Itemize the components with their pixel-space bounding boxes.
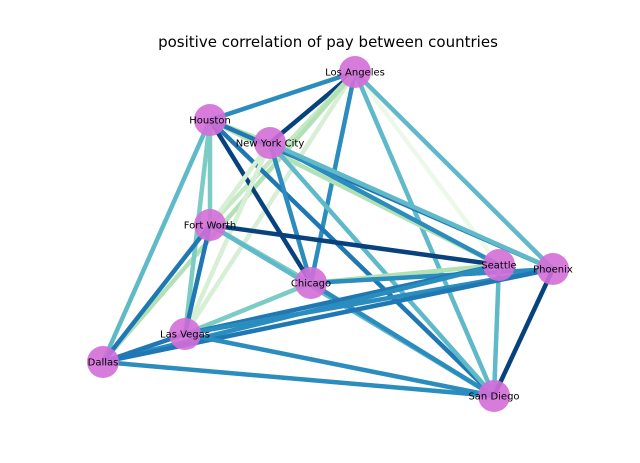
node-sd <box>478 380 510 412</box>
node-label-lv: Las Vegas <box>160 330 210 341</box>
edge-la-dal <box>101 70 357 364</box>
edge-nyc-chi <box>267 142 314 284</box>
node-label-sd: San Diego <box>468 392 519 403</box>
edge-nyc-lv <box>182 142 273 335</box>
node-label-dal: Dallas <box>88 358 119 369</box>
edge-lv-sd <box>184 331 495 399</box>
node-label-hou: Houston <box>189 116 231 127</box>
node-label-chi: Chicago <box>291 279 331 290</box>
node-label-fw: Fort Worth <box>184 221 237 232</box>
edge-phx-sd <box>491 268 556 397</box>
node-label-nyc: New York City <box>236 139 305 150</box>
edge-fw-dal <box>101 223 212 364</box>
node-nyc <box>254 127 286 159</box>
edge-hou-dal <box>100 119 213 363</box>
edge-sea-sd <box>491 264 502 397</box>
edge-nyc-sd <box>268 141 496 398</box>
node-chi <box>295 267 327 299</box>
label-layer: Los Angeles Houston New York City Fort Wort… <box>88 68 573 403</box>
edge-hou-chi <box>208 118 313 285</box>
edge-nyc-sea <box>268 141 501 267</box>
graph-title: positive correlation of pay between coun… <box>158 33 498 51</box>
edge-nyc-fw <box>208 141 272 227</box>
edge-dal-sd <box>102 359 495 399</box>
node-fw <box>194 209 226 241</box>
edge-fw-lv <box>182 224 213 335</box>
edge-la-lv <box>183 70 357 336</box>
node-layer <box>87 56 569 412</box>
node-hou <box>194 104 226 136</box>
node-sea <box>483 249 515 281</box>
node-la <box>339 56 371 88</box>
edge-fw-sea <box>209 222 500 268</box>
node-label-sea: Seattle <box>481 261 516 272</box>
edge-chi-lv <box>184 280 312 337</box>
edge-layer <box>100 69 556 399</box>
edge-nyc-phx <box>269 140 554 272</box>
edge-la-hou <box>209 69 356 123</box>
node-lv <box>169 318 201 350</box>
node-phx <box>537 253 569 285</box>
node-dal <box>87 346 119 378</box>
node-label-phx: Phoenix <box>533 265 573 276</box>
edge-la-sd <box>352 71 497 397</box>
edge-la-phx <box>353 70 555 271</box>
node-label-la: Los Angeles <box>325 68 385 79</box>
